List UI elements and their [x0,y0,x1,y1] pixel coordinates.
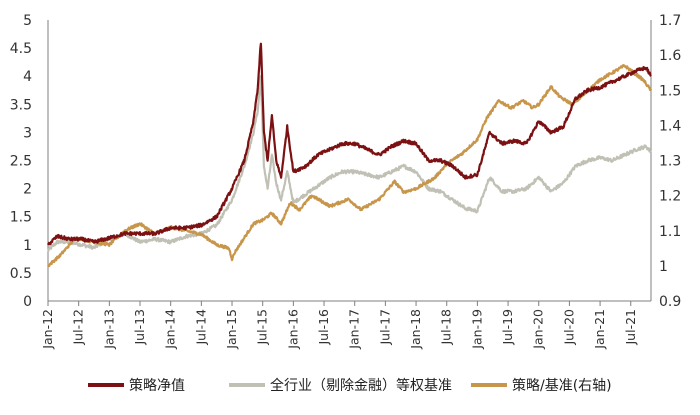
x-tick-label: Jan-13 [101,309,116,350]
x-tick-label: Jul-21 [623,309,638,346]
y-left-tick-label: 4.5 [10,41,32,57]
y-right-tick-label: 1.7 [659,13,681,29]
x-tick-label: Jan-12 [40,309,55,350]
x-tick-label: Jul-15 [255,309,270,346]
y-left-tick-label: 1 [23,238,32,254]
x-tick-label: Jan-18 [408,309,423,350]
legend-label-2: 策略/基准(右轴) [512,377,612,394]
x-tick-label: Jan-15 [224,309,239,350]
y-right-tick-label: 1.1 [659,224,681,240]
x-tick-label: Jul-14 [193,309,208,346]
x-tick-label: Jul-12 [71,309,86,346]
y-left-tick-label: 0.5 [10,266,32,282]
x-tick-label: Jan-14 [163,309,178,350]
series-line-1 [47,75,652,252]
x-tick-label: Jul-20 [561,309,576,346]
y-left-tick-label: 2 [23,182,32,198]
x-tick-label: Jan-21 [592,309,607,350]
legend-label-1: 全行业（剔除金融）等权基准 [270,377,452,394]
y-left-tick-label: 4 [23,69,32,85]
series-line-0 [47,42,652,246]
y-left-tick-label: 3 [23,125,32,141]
y-left-tick-label: 2.5 [10,154,32,170]
y-left-tick-label: 5 [23,13,32,29]
y-right-tick-label: 1.4 [659,118,681,134]
x-tick-label: Jul-13 [132,309,147,346]
x-tick-label: Jan-20 [531,309,546,350]
legend-label-0: 策略净值 [129,377,185,394]
series-line-2 [46,64,653,268]
y-right-tick-label: 1.5 [659,83,681,99]
x-tick-label: Jan-16 [285,309,300,350]
x-tick-label: Jul-17 [377,309,392,346]
x-tick-label: Jul-18 [439,309,454,346]
x-tick-label: Jan-19 [469,309,484,350]
y-left-tick-label: 3.5 [10,97,32,113]
y-right-tick-label: 1.6 [659,48,681,64]
x-tick-label: Jan-17 [347,309,362,350]
x-tick-label: Jul-16 [316,309,331,346]
y-right-tick-label: 0.9 [659,294,681,310]
y-left-tick-label: 0 [23,294,32,310]
y-right-tick-label: 1.2 [659,189,681,205]
x-tick-label: Jul-19 [500,309,515,346]
y-right-tick-label: 1.3 [659,154,681,170]
y-left-tick-label: 1.5 [10,210,32,226]
y-right-tick-label: 1 [659,259,668,275]
